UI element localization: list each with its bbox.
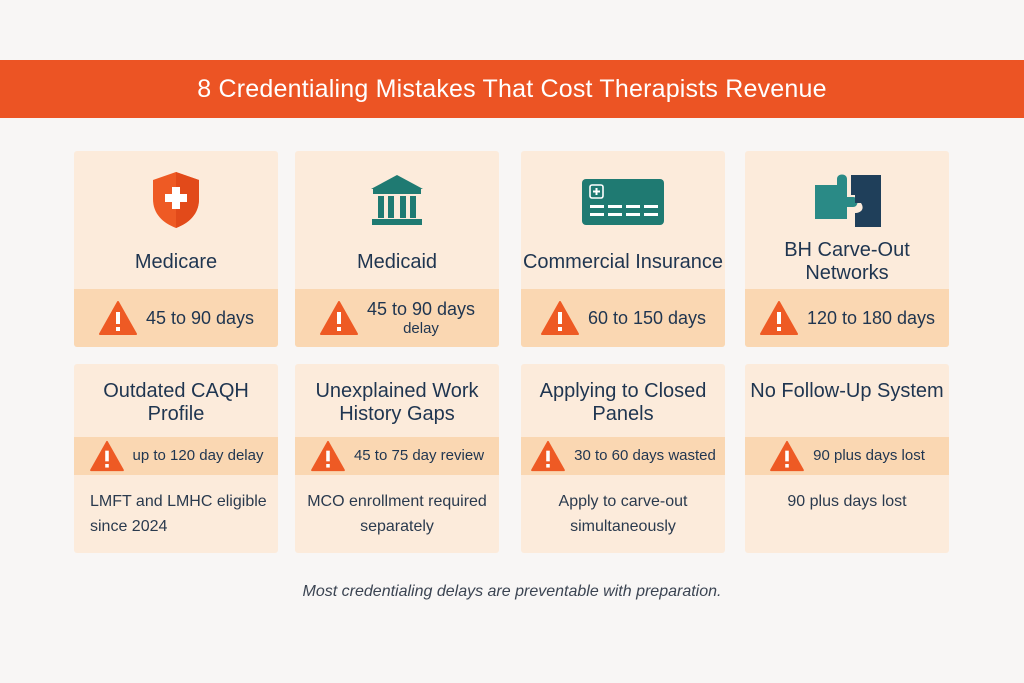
warning-icon [770,440,805,472]
delay-band: 120 to 180 days [745,289,949,347]
impact-band: 30 to 60 days wasted [521,437,725,475]
warning-icon [89,440,124,472]
card-medicare: Medicare 45 to 90 days [74,151,278,347]
card-work-history-gaps: Unexplained Work History Gaps 45 to 75 d… [295,364,499,553]
card-note: 90 plus days lost [787,493,907,510]
credit-card-icon [521,169,725,231]
card-title: BH Carve-Out Networks [784,239,910,284]
impact-band: 45 to 75 day review [295,437,499,475]
delay-text: 45 to 90 days [145,308,255,328]
card-title: Medicare [134,250,218,273]
card-title: No Follow-Up System [750,380,944,402]
warning-icon [311,440,345,472]
card-note: Apply to carve-out simultaneously [558,493,688,535]
impact-text: 90 plus days lost [813,447,925,464]
card-bh-carve-out: BH Carve-Out Networks 120 to 180 days [745,151,949,347]
impact-band: 90 plus days lost [745,437,949,475]
warning-icon [540,301,579,335]
delay-text: 120 to 180 days [806,308,936,328]
card-commercial-insurance: Commercial Insurance 60 to 150 days [521,151,725,347]
delay-text: 45 to 90 days [366,299,476,319]
delay-text: 60 to 150 days [587,308,707,328]
card-title: Unexplained Work History Gaps [315,380,479,425]
delay-band: 45 to 90 days delay [295,289,499,347]
page-title: 8 Credentialing Mistakes That Cost Thera… [197,74,827,103]
delay-band: 45 to 90 days [74,289,278,347]
puzzle-piece-icon [745,169,949,231]
card-title: Applying to Closed Panels [539,380,707,425]
impact-text: 45 to 75 day review [353,447,485,464]
card-title: Medicaid [356,250,438,273]
card-no-follow-up: No Follow-Up System 90 plus days lost 90… [745,364,949,553]
warning-icon [531,440,565,472]
card-title: Outdated CAQH Profile [103,380,249,425]
delay-subtext: delay [403,320,439,337]
delay-band: 60 to 150 days [521,289,725,347]
card-note: MCO enrollment required separately [307,493,487,535]
card-outdated-caqh: Outdated CAQH Profile up to 120 day dela… [74,364,278,553]
card-closed-panels: Applying to Closed Panels 30 to 60 days … [521,364,725,553]
warning-icon [319,301,358,335]
card-medicaid: Medicaid 45 to 90 days delay [295,151,499,347]
card-title: Commercial Insurance [522,250,724,273]
warning-icon [759,301,798,335]
impact-text: 30 to 60 days wasted [574,447,716,464]
shield-cross-icon [74,169,278,231]
title-banner: 8 Credentialing Mistakes That Cost Thera… [0,60,1024,118]
impact-text: up to 120 day delay [132,447,264,464]
government-building-icon [295,169,499,231]
impact-band: up to 120 day delay [74,437,278,475]
card-note: LMFT and LMHC eligible since 2024 [90,493,267,535]
warning-icon [98,301,137,335]
footer-caption: Most credentialing delays are preventabl… [302,583,722,600]
